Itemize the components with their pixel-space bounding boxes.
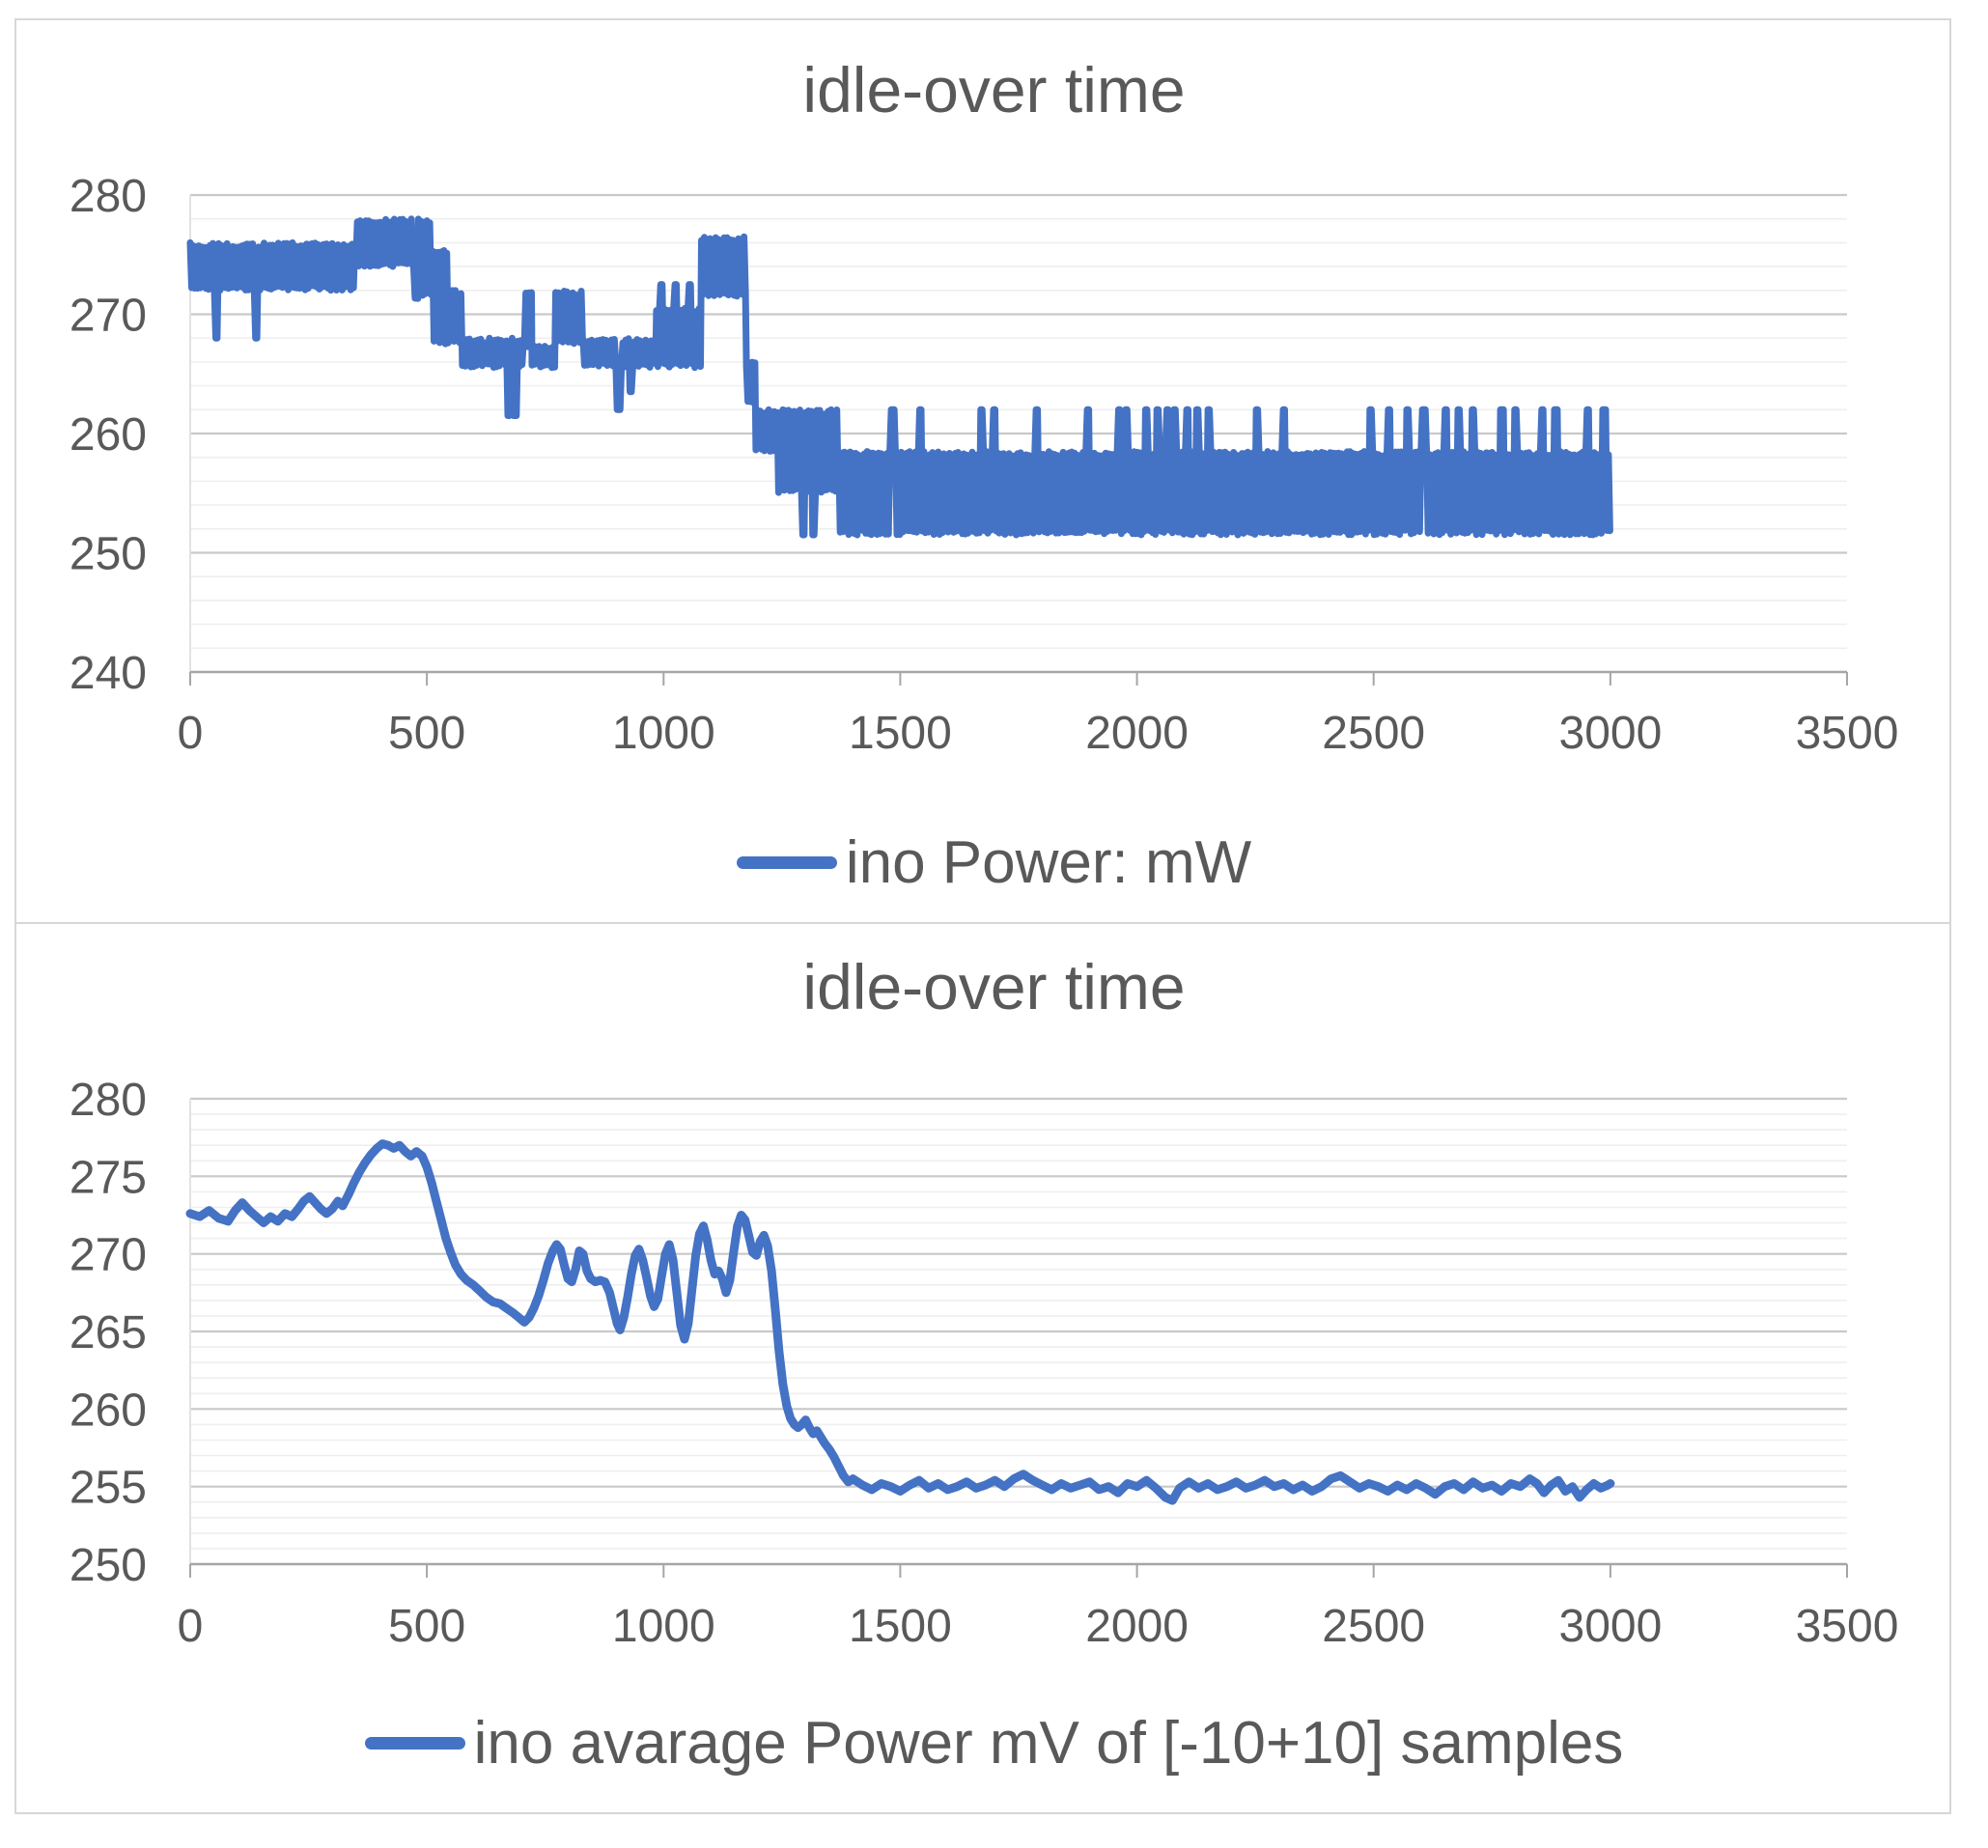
x-tick-label: 1000 xyxy=(612,708,715,759)
y-tick-label: 275 xyxy=(70,1152,147,1203)
x-tick-label: 0 xyxy=(178,1601,204,1652)
legend-label: ino avarage Power mV of [-10+10] samples xyxy=(473,1709,1624,1777)
legend-line-swatch xyxy=(364,1736,465,1750)
chart-divider-line xyxy=(14,922,1951,924)
y-tick-label: 280 xyxy=(70,171,147,222)
legend-line-swatch xyxy=(736,855,837,869)
bottom-chart-plot-area: 250 255 260 265 270 275 280 0 500 1000 1500 2000 250… xyxy=(70,1075,1898,1652)
x-tick-label: 0 xyxy=(178,708,204,759)
y-tick-label: 270 xyxy=(70,1230,147,1281)
legend-label: ino Power: mW xyxy=(845,828,1252,896)
y-tick-label: 280 xyxy=(70,1075,147,1126)
y-tick-label: 260 xyxy=(70,409,147,461)
bottom-chart-legend: ino avarage Power mV of [-10+10] samples xyxy=(0,1702,1988,1783)
x-tick-label: 1500 xyxy=(849,708,952,759)
chart-frame-border xyxy=(14,18,1951,1814)
y-tick-label: 270 xyxy=(70,291,147,342)
y-tick-label: 260 xyxy=(70,1385,147,1436)
series-line xyxy=(185,1139,1615,1505)
x-tick-label: 500 xyxy=(388,1601,465,1652)
x-tick-label: 3000 xyxy=(1559,1601,1663,1652)
y-tick-label: 250 xyxy=(70,1540,147,1591)
top-chart-legend: ino Power: mW xyxy=(0,824,1988,901)
top-chart-plot-area: 240 250 260 270 280 0 500 1000 1500 2000 2500 3000 3… xyxy=(70,171,1898,759)
x-tick-label: 3000 xyxy=(1559,708,1663,759)
x-tick-label: 1000 xyxy=(612,1601,715,1652)
y-tick-label: 255 xyxy=(70,1463,147,1514)
y-tick-label: 250 xyxy=(70,529,147,580)
y-tick-label: 240 xyxy=(70,648,147,699)
x-tick-label: 1500 xyxy=(849,1601,952,1652)
top-chart-title: idle-over time xyxy=(802,54,1186,126)
x-tick-label: 2500 xyxy=(1322,1601,1425,1652)
x-tick-label: 500 xyxy=(388,708,465,759)
x-tick-label: 2000 xyxy=(1085,708,1189,759)
x-tick-label: 2000 xyxy=(1085,1601,1189,1652)
series-line xyxy=(186,215,1613,539)
x-tick-label: 3500 xyxy=(1796,1601,1899,1652)
y-tick-label: 265 xyxy=(70,1307,147,1358)
bottom-chart-title: idle-over time xyxy=(802,951,1186,1022)
x-tick-label: 2500 xyxy=(1322,708,1425,759)
x-tick-label: 3500 xyxy=(1796,708,1899,759)
